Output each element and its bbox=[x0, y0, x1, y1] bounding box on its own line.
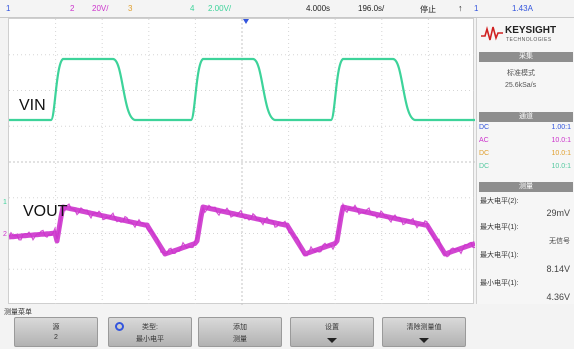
ground-marker-1[interactable]: 1 bbox=[3, 199, 7, 206]
trigger-position-marker bbox=[243, 19, 249, 24]
ch2-indicator[interactable]: 2 bbox=[70, 4, 75, 13]
clear-measurements-softkey[interactable]: 清除测量值 bbox=[382, 317, 466, 347]
measurement-label: 最大电平(1): bbox=[480, 252, 519, 259]
menu-title: 测量菜单 bbox=[4, 309, 32, 316]
acquisition-header: 采集 bbox=[479, 52, 573, 62]
settings-softkey[interactable]: 设置 bbox=[290, 317, 374, 347]
vout-trace bbox=[9, 204, 475, 257]
keysight-wave-icon bbox=[481, 26, 503, 41]
ch1-indicator[interactable]: 1 bbox=[6, 4, 11, 13]
ch3-indicator[interactable]: 3 bbox=[128, 4, 133, 13]
measurement-label: 最大电平(1): bbox=[480, 224, 519, 231]
vin-label: VIN bbox=[19, 97, 46, 114]
softkey-label: 清除测量值 bbox=[406, 324, 442, 331]
measurement-label: 最大电平(2): bbox=[480, 198, 519, 205]
acquisition-mode: 标准模式 bbox=[507, 70, 535, 77]
channel-coupling: AC bbox=[479, 137, 489, 144]
brand-name: KEYSIGHT bbox=[505, 25, 557, 36]
graticule bbox=[9, 19, 475, 305]
channels-header: 通道 bbox=[479, 112, 573, 122]
trigger-edge-icon: ↑ bbox=[458, 3, 463, 13]
channel-coupling: DC bbox=[479, 124, 490, 131]
trigger-channel: 1 bbox=[474, 4, 479, 13]
measurement-value: 8.14V bbox=[546, 264, 570, 274]
time-offset: 4.000s bbox=[306, 4, 331, 13]
measurement-value: 无信号 bbox=[549, 238, 570, 245]
info-panel: KEYSIGHT TECHNOLOGIES 采集 标准模式 25.6kSa/s … bbox=[476, 18, 574, 304]
waveform-display[interactable]: VIN VOUT 1 2 bbox=[3, 18, 475, 305]
trigger-level: 1.43A bbox=[512, 4, 533, 13]
measurement-label: 最小电平(1): bbox=[480, 280, 519, 287]
ch2-scale: 20V/ bbox=[92, 4, 109, 13]
ground-marker-2[interactable]: 2 bbox=[3, 231, 7, 238]
submenu-arrow-icon bbox=[327, 338, 337, 343]
channel-probe-ratio: 10.0:1 bbox=[551, 163, 571, 170]
ch4-indicator[interactable]: 4 bbox=[190, 4, 195, 13]
softkey-value: 2 bbox=[54, 334, 58, 341]
softkey-label: 设置 bbox=[325, 324, 339, 331]
status-bar: 1 2 20V/ 3 4 2.00V/ 4.000s 196.0s/ 停止 ↑ … bbox=[0, 0, 574, 18]
channel-probe-ratio: 10.0:1 bbox=[551, 137, 571, 144]
vout-noise bbox=[9, 202, 475, 258]
vin-trace bbox=[9, 57, 475, 122]
acquisition-rate: 25.6kSa/s bbox=[505, 82, 537, 89]
add-measurement-softkey[interactable]: 添加 测量 bbox=[198, 317, 282, 347]
channel-coupling: DC bbox=[479, 163, 490, 170]
rotary-knob-icon bbox=[115, 322, 124, 331]
softkey-label: 添加 bbox=[233, 324, 247, 331]
type-softkey[interactable]: 类型: 最小电平 bbox=[108, 317, 192, 347]
measurements-header: 测量 bbox=[479, 182, 573, 192]
channel-coupling: DC bbox=[479, 150, 490, 157]
channel-probe-ratio: 1.00:1 bbox=[551, 124, 571, 131]
measurement-value: 4.36V bbox=[546, 292, 570, 302]
keysight-logo: KEYSIGHT TECHNOLOGIES bbox=[481, 24, 573, 48]
softkey-value: 最小电平 bbox=[136, 336, 164, 343]
softkey-value: 测量 bbox=[233, 336, 247, 343]
brand-sub: TECHNOLOGIES bbox=[506, 37, 552, 43]
softkey-label: 源 bbox=[52, 324, 60, 331]
submenu-arrow-icon bbox=[419, 338, 429, 343]
channel-probe-ratio: 10.0:1 bbox=[551, 150, 571, 157]
measurement-value: 29mV bbox=[546, 208, 570, 218]
softkey-label: 类型: bbox=[142, 324, 158, 331]
run-state: 停止 bbox=[420, 5, 436, 14]
time-scale: 196.0s/ bbox=[358, 4, 385, 13]
vout-label: VOUT bbox=[23, 203, 68, 220]
ch4-scale: 2.00V/ bbox=[208, 4, 232, 13]
